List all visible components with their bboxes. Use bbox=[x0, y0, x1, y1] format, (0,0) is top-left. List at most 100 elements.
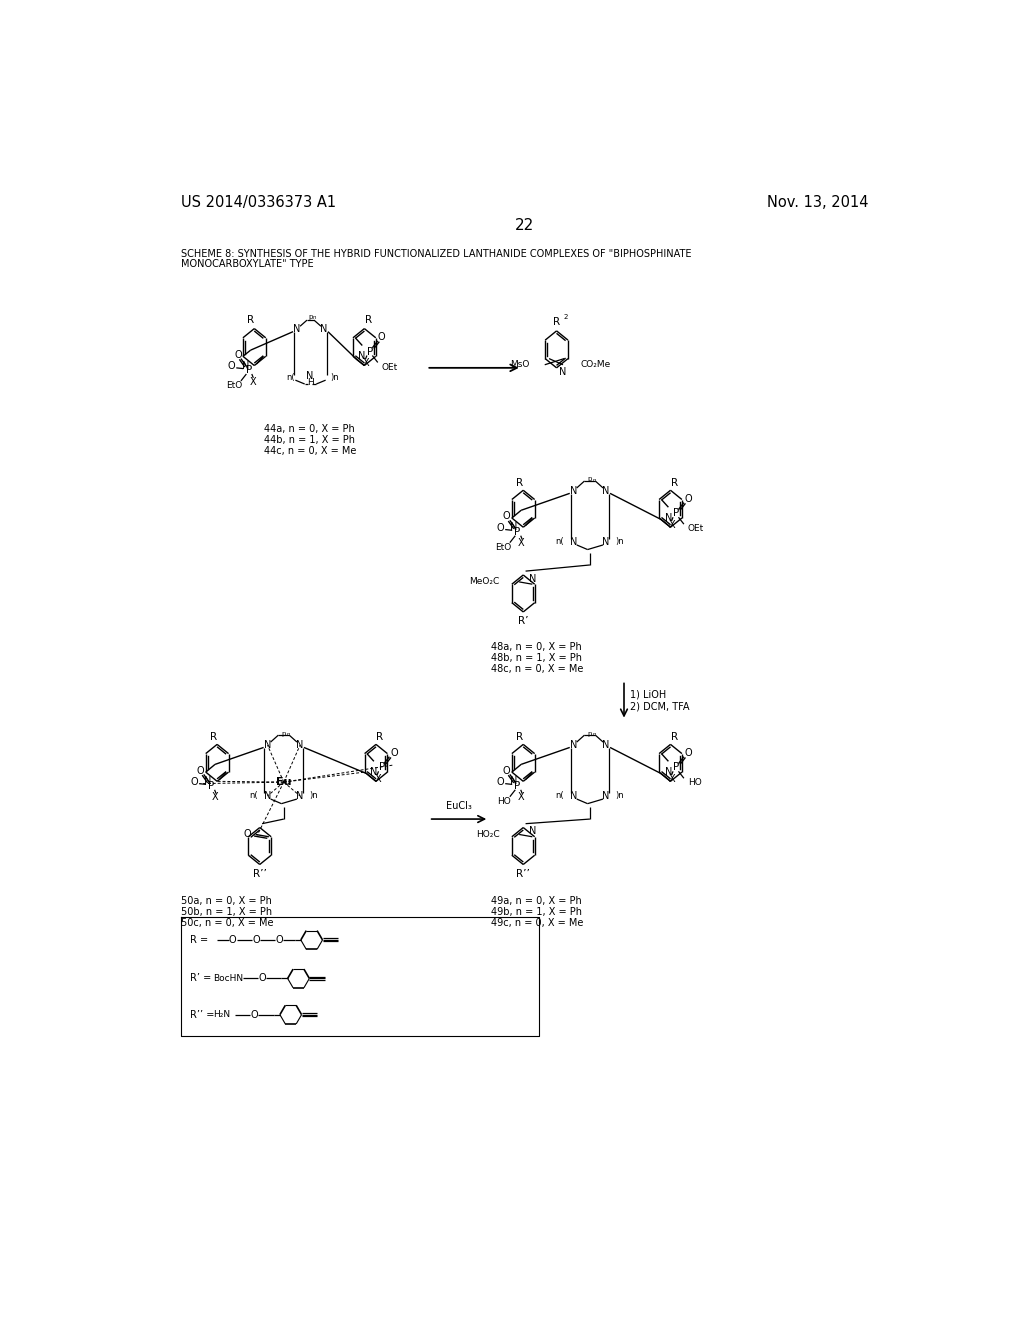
Text: O: O bbox=[244, 829, 251, 840]
Text: MeO₂C: MeO₂C bbox=[470, 577, 500, 586]
Text: O: O bbox=[234, 350, 243, 360]
Text: N: N bbox=[205, 776, 212, 787]
Text: 48b, n = 1, X = Ph: 48b, n = 1, X = Ph bbox=[490, 653, 582, 663]
Text: SCHEME 8: SYNTHESIS OF THE HYBRID FUNCTIONALIZED LANTHANIDE COMPLEXES OF "BIPHOS: SCHEME 8: SYNTHESIS OF THE HYBRID FUNCTI… bbox=[180, 249, 691, 259]
Text: )n: )n bbox=[309, 792, 318, 800]
Text: US 2014/0336373 A1: US 2014/0336373 A1 bbox=[180, 195, 336, 210]
Text: HO₂C: HO₂C bbox=[476, 830, 500, 840]
Text: R: R bbox=[376, 733, 383, 742]
Text: O: O bbox=[390, 748, 398, 758]
Text: X: X bbox=[669, 774, 676, 784]
Text: O: O bbox=[685, 494, 692, 504]
Text: MsO: MsO bbox=[510, 360, 529, 370]
Text: X: X bbox=[362, 358, 370, 368]
Text: R’’: R’’ bbox=[253, 869, 266, 879]
Text: N: N bbox=[242, 360, 249, 371]
Text: n(: n( bbox=[287, 374, 295, 383]
Text: O: O bbox=[196, 766, 204, 776]
Text: 2: 2 bbox=[563, 314, 568, 321]
Text: O: O bbox=[685, 748, 692, 758]
Text: 50c, n = 0, X = Me: 50c, n = 0, X = Me bbox=[180, 917, 273, 928]
Text: N: N bbox=[570, 741, 578, 750]
Text: R: R bbox=[210, 733, 217, 742]
Text: N: N bbox=[306, 371, 313, 381]
Text: R’’: R’’ bbox=[516, 869, 530, 879]
Text: 1) LiOH: 1) LiOH bbox=[630, 689, 667, 700]
Text: 44c, n = 0, X = Me: 44c, n = 0, X = Me bbox=[263, 446, 356, 455]
Text: R’ =: R’ = bbox=[190, 973, 211, 983]
Text: Eu: Eu bbox=[276, 777, 292, 787]
Text: N: N bbox=[665, 767, 672, 777]
Text: n(: n( bbox=[556, 537, 564, 546]
Text: O: O bbox=[252, 935, 260, 945]
Text: N: N bbox=[665, 513, 672, 523]
Text: 44b, n = 1, X = Ph: 44b, n = 1, X = Ph bbox=[263, 434, 354, 445]
Text: n(: n( bbox=[556, 792, 564, 800]
Text: O: O bbox=[227, 362, 236, 371]
Text: N: N bbox=[559, 367, 566, 376]
Text: EtO: EtO bbox=[226, 381, 243, 389]
Text: HO: HO bbox=[688, 779, 701, 787]
Text: R: R bbox=[671, 478, 678, 488]
Text: P: P bbox=[246, 366, 252, 375]
Text: N: N bbox=[510, 776, 518, 787]
Text: X: X bbox=[249, 376, 256, 387]
Text: N: N bbox=[602, 537, 610, 546]
Text: n: n bbox=[286, 733, 290, 737]
Text: N: N bbox=[264, 791, 271, 801]
Text: 49a, n = 0, X = Ph: 49a, n = 0, X = Ph bbox=[490, 896, 582, 906]
Text: N: N bbox=[602, 741, 610, 750]
Text: N: N bbox=[321, 325, 328, 334]
Text: H: H bbox=[307, 378, 313, 387]
Text: N: N bbox=[510, 523, 518, 532]
Text: R: R bbox=[671, 733, 678, 742]
Text: P: P bbox=[514, 527, 521, 537]
Text: p: p bbox=[588, 730, 592, 737]
Text: N: N bbox=[296, 741, 304, 750]
Text: n(: n( bbox=[250, 792, 258, 800]
Text: 49b, n = 1, X = Ph: 49b, n = 1, X = Ph bbox=[490, 907, 582, 917]
Text: 22: 22 bbox=[515, 218, 535, 234]
Text: O: O bbox=[251, 1010, 258, 1019]
Text: n: n bbox=[312, 315, 316, 321]
Text: EtO: EtO bbox=[496, 543, 512, 552]
Text: O: O bbox=[275, 935, 283, 945]
Text: MONOCARBOXYLATE" TYPE: MONOCARBOXYLATE" TYPE bbox=[180, 259, 313, 269]
Text: EuCl₃: EuCl₃ bbox=[446, 801, 472, 812]
Text: N: N bbox=[602, 791, 610, 801]
Text: N: N bbox=[570, 791, 578, 801]
Text: )n: )n bbox=[331, 374, 339, 383]
Text: HO: HO bbox=[497, 797, 511, 805]
Text: H₂N: H₂N bbox=[213, 1010, 230, 1019]
Text: )n: )n bbox=[615, 537, 624, 546]
Text: OEt: OEt bbox=[688, 524, 705, 533]
Text: p: p bbox=[308, 314, 312, 319]
Text: 2) DCM, TFA: 2) DCM, TFA bbox=[630, 702, 690, 711]
Text: OEt: OEt bbox=[382, 363, 398, 371]
Text: P: P bbox=[208, 781, 215, 791]
Text: N: N bbox=[528, 574, 536, 583]
Text: P: P bbox=[514, 781, 521, 791]
Text: n: n bbox=[592, 733, 596, 737]
Text: O: O bbox=[190, 777, 199, 787]
Text: X: X bbox=[669, 520, 676, 529]
Text: Nov. 13, 2014: Nov. 13, 2014 bbox=[767, 195, 869, 210]
Text: X: X bbox=[212, 792, 219, 803]
Text: R: R bbox=[516, 478, 523, 488]
Text: 50b, n = 1, X = Ph: 50b, n = 1, X = Ph bbox=[180, 907, 271, 917]
Text: R: R bbox=[516, 733, 523, 742]
Text: N: N bbox=[296, 791, 304, 801]
Text: 48a, n = 0, X = Ph: 48a, n = 0, X = Ph bbox=[490, 642, 582, 652]
Text: P: P bbox=[367, 347, 373, 356]
Text: 50a, n = 0, X = Ph: 50a, n = 0, X = Ph bbox=[180, 896, 271, 906]
Text: N: N bbox=[370, 767, 378, 777]
Text: N: N bbox=[293, 325, 301, 334]
Text: CO₂Me: CO₂Me bbox=[580, 360, 610, 370]
Text: N: N bbox=[570, 537, 578, 546]
Text: O: O bbox=[502, 511, 510, 521]
Text: X: X bbox=[518, 539, 524, 548]
Text: O: O bbox=[378, 333, 385, 342]
Text: O: O bbox=[502, 766, 510, 776]
Text: p: p bbox=[282, 730, 286, 737]
Text: P: P bbox=[673, 508, 679, 519]
